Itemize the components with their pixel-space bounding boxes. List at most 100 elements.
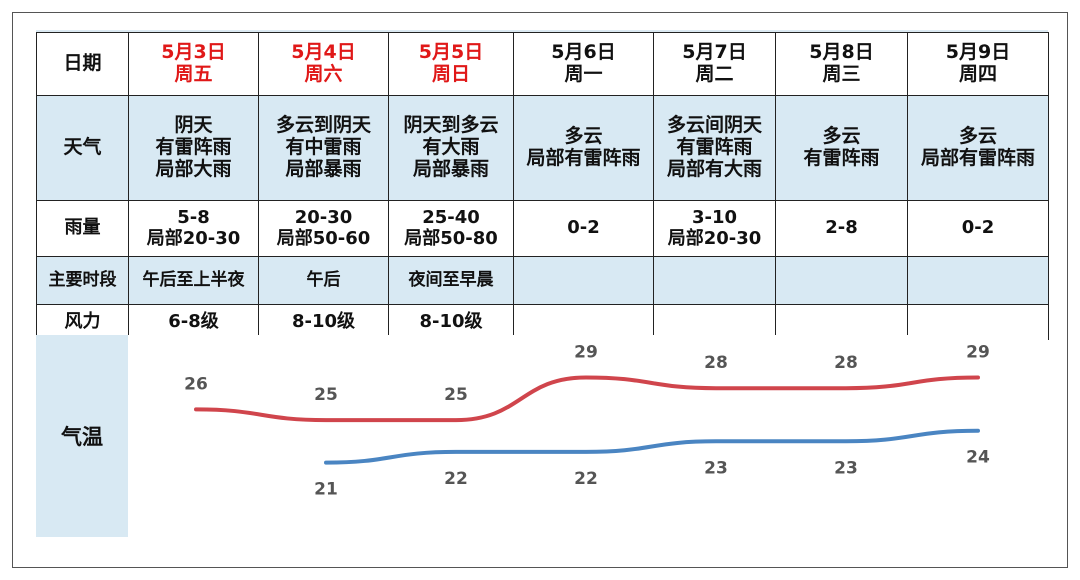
high-temp-label: 29 [574,343,598,363]
main-period-cell [775,256,908,305]
weather-cell-line: 多云 [958,125,997,148]
weather-cell-line: 局部暴雨 [412,157,489,180]
weather-cell-line: 多云间阴天 [666,114,762,137]
rainfall-cell: 3-10 局部20-30 [653,200,776,257]
weather-cell-line: 阴天 [174,114,213,137]
weather-cell-line: 多云 [822,125,861,148]
weather-cell-line: 局部有雷阵雨 [526,147,641,169]
weather-cell-line: 局部暴雨 [285,157,362,180]
weather-cell-line: 局部有雷阵雨 [920,147,1035,169]
low-temp-label: 23 [834,458,858,478]
date-label: 5月9日 [945,41,1011,64]
weather-cell-line: 有中雷雨 [285,136,362,159]
rainfall-cell-line: 局部20-30 [667,227,762,249]
weather-cell-line: 有雷阵雨 [803,147,880,169]
date-cell: 5月6日 周一 [513,32,654,96]
weekday-label: 周五 [174,63,213,85]
weather-cell: 多云 有雷阵雨 [775,95,908,201]
date-cell: 5月8日 周三 [775,32,908,96]
rainfall-cell-line: 局部50-80 [404,227,498,249]
date-cell: 5月9日 周四 [907,32,1049,96]
rainfall-header: 雨量 [36,200,129,257]
wind-cell [907,304,1049,340]
temperature-chart: 26 25 25 29 28 28 29 21 22 22 23 23 24 [128,335,1048,537]
main-period-cell [513,256,654,305]
weather-cell: 阴天 有雷阵雨 局部大雨 [128,95,259,201]
date-cell: 5月5日 周日 [388,32,514,96]
date-label: 5月6日 [551,41,616,64]
rainfall-cell-line: 3-10 [691,206,738,228]
date-label: 5月8日 [809,41,874,64]
weather-cell: 多云 局部有雷阵雨 [907,95,1049,201]
low-temp-label: 24 [966,448,990,468]
weather-cell: 阴天到多云 有大雨 局部暴雨 [388,95,514,201]
rainfall-cell: 20-30 局部50-60 [258,200,389,257]
date-label: 5月4日 [291,41,356,64]
rainfall-row: 雨量 5-8 局部20-30 20-30 局部50-60 25-40 局部50-80 0-2… [36,200,1049,257]
rainfall-cell-line: 局部20-30 [146,227,241,249]
date-label: 5月3日 [161,41,226,64]
weather-cell: 多云间阴天 有雷阵雨 局部有大雨 [653,95,776,201]
weather-cell-line: 有大雨 [422,136,480,159]
main-period-cell [907,256,1049,305]
weather-cell-line: 局部有大雨 [666,157,762,180]
rainfall-cell-line: 25-40 [422,206,480,228]
weather-cell: 多云到阴天 有中雷雨 局部暴雨 [258,95,389,201]
low-temp-line [324,428,980,465]
wind-row: 风力 6-8级 8-10级 8-10级 [36,304,1049,340]
weekday-label: 周一 [564,63,603,85]
high-temp-label: 28 [704,353,728,373]
date-cell: 5月3日 周五 [128,32,259,96]
rainfall-cell: 0-2 [513,200,654,257]
rainfall-cell: 2-8 [775,200,908,257]
low-temp-label: 22 [444,469,468,489]
weather-cell: 多云 局部有雷阵雨 [513,95,654,201]
low-temp-label: 22 [574,469,598,489]
rainfall-cell-line: 20-30 [294,206,353,228]
weekday-label: 周四 [958,63,997,85]
low-temp-label: 21 [314,480,338,500]
low-temp-label: 23 [704,458,728,478]
main-period-cell: 午后至上半夜 [128,256,259,305]
rainfall-cell-line: 0-2 [567,217,600,239]
rainfall-cell-line: 0-2 [961,217,995,239]
date-row: 日期 5月3日 周五 5月4日 周六 5月5日 周日 5月6日 周一 5月7日 周二 5月8日 周三 5… [36,32,1049,96]
weather-header: 天气 [36,95,129,201]
rainfall-cell-line: 局部50-60 [276,227,371,249]
temperature-chart-svg: 26 25 25 29 28 28 29 21 22 22 23 23 24 [184,343,990,500]
high-temp-label: 28 [834,353,858,373]
weather-row: 天气 阴天 有雷阵雨 局部大雨 多云到阴天 有中雷雨 局部暴雨 阴天到多云 有大雨 局部暴雨 多云… [36,95,1049,201]
main-period-cell: 午后 [258,256,389,305]
high-temp-label: 25 [444,385,468,405]
date-label: 5月7日 [682,41,747,64]
date-header: 日期 [36,32,129,96]
main-period-header: 主要时段 [36,256,129,305]
rainfall-cell-line: 5-8 [177,206,210,228]
main-period-cell [653,256,776,305]
main-period-cell: 夜间至早晨 [388,256,514,305]
weather-cell-line: 多云到阴天 [275,114,371,137]
weather-cell-line: 多云 [564,125,603,148]
weather-cell-line: 有雷阵雨 [676,136,753,159]
main-period-row: 主要时段 午后至上半夜 午后 夜间至早晨 [36,256,1049,305]
weather-cell-line: 局部大雨 [155,157,232,180]
date-label: 5月5日 [418,41,484,64]
top-accent-bar [36,30,1048,33]
date-cell: 5月4日 周六 [258,32,389,96]
weekday-label: 周日 [431,63,470,85]
rainfall-cell: 0-2 [907,200,1049,257]
weather-cell-line: 阴天到多云 [403,114,499,137]
high-temp-label: 25 [314,385,338,405]
weekday-label: 周二 [695,63,734,85]
date-cell: 5月7日 周二 [653,32,776,96]
rainfall-cell: 5-8 局部20-30 [128,200,259,257]
rainfall-cell: 25-40 局部50-80 [388,200,514,257]
temperature-header: 气温 [61,425,103,449]
forecast-table: 日期 5月3日 周五 5月4日 周六 5月5日 周日 5月6日 周一 5月7日 周二 5月8日 周三 5… [36,32,1049,340]
high-temp-label: 26 [184,374,208,394]
high-temp-line [194,375,980,423]
wind-cell: 8-10级 [388,304,514,340]
high-temp-label: 29 [966,343,990,363]
weekday-label: 周三 [822,63,861,85]
rainfall-cell-line: 2-8 [825,217,858,239]
